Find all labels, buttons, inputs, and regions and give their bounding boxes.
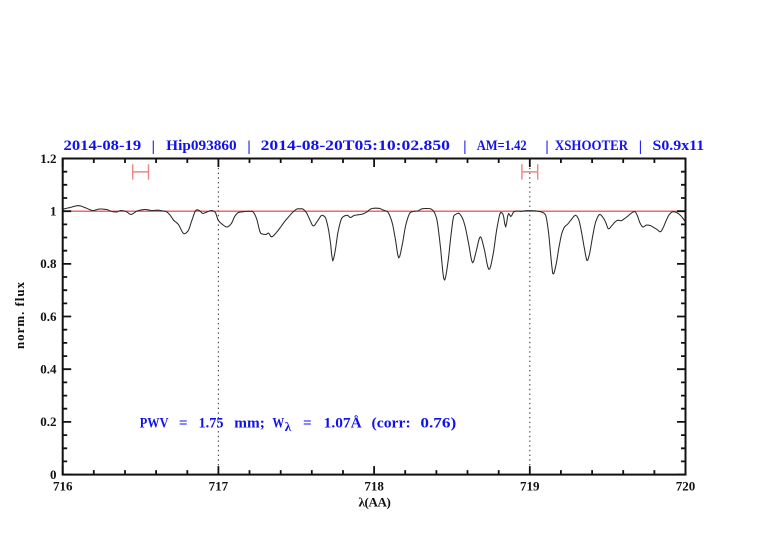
svg-text:norm. flux: norm. flux [12,282,27,350]
svg-text:AM=1.42: AM=1.42 [477,138,527,154]
svg-text:=: = [179,415,188,431]
svg-text:719: 719 [520,479,540,494]
svg-text:0.8: 0.8 [40,256,57,271]
svg-text:W: W [272,415,284,431]
svg-text:0.4: 0.4 [40,362,57,377]
svg-text:mm;: mm; [234,415,265,431]
svg-text:1.75: 1.75 [199,415,224,431]
svg-text:|: | [463,139,466,155]
svg-text:S0.9x11: S0.9x11 [653,138,705,154]
svg-text:|: | [247,139,250,155]
svg-text:1.2: 1.2 [40,151,56,166]
svg-text:0.2: 0.2 [40,414,56,429]
svg-text:|: | [639,139,642,155]
svg-text:2014-08-20T05:10:02.850: 2014-08-20T05:10:02.850 [261,138,450,154]
svg-text:0.76): 0.76) [420,415,456,431]
svg-text:716: 716 [53,479,73,494]
svg-text:|: | [152,139,155,155]
svg-text:0.6: 0.6 [40,309,57,324]
svg-text:718: 718 [364,479,384,494]
svg-text:1.07Å: 1.07Å [324,415,363,431]
svg-text:PWV: PWV [140,415,169,431]
svg-text:λ: λ [285,419,292,434]
svg-text:XSHOOTER: XSHOOTER [555,138,628,154]
svg-text:720: 720 [676,479,696,494]
svg-text:0: 0 [50,467,57,482]
svg-text:Hip093860: Hip093860 [166,138,236,154]
svg-text:2014-08-19: 2014-08-19 [64,138,142,154]
svg-text:1: 1 [50,204,57,219]
svg-text:|: | [545,139,548,155]
svg-text:=: = [303,415,312,431]
svg-text:(corr:: (corr: [372,415,411,431]
svg-text:λ(AA): λ(AA) [359,494,391,509]
svg-text:717: 717 [209,479,229,494]
